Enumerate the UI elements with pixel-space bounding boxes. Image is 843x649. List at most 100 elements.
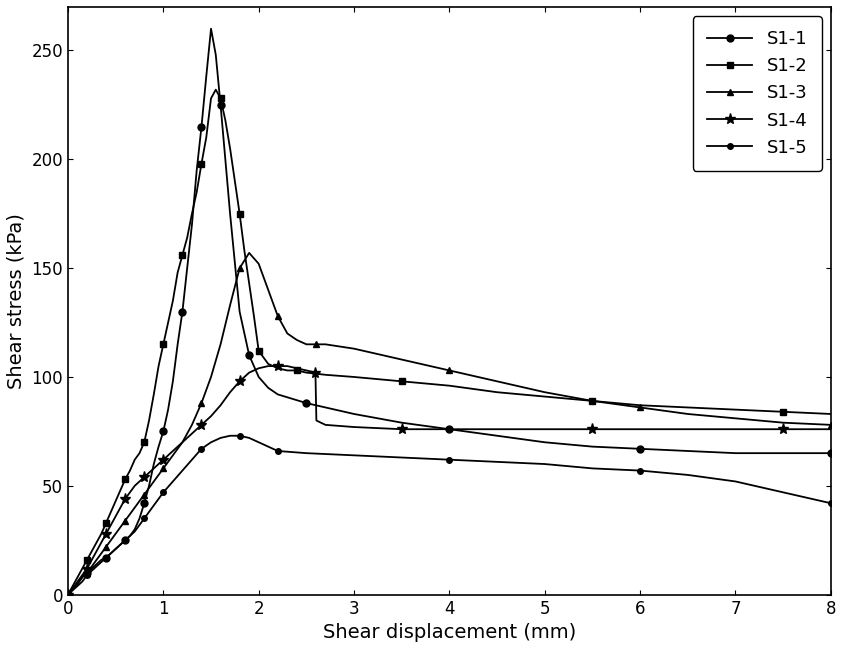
S1-4 xyxy=(134,478,144,485)
S1-3 xyxy=(130,504,140,511)
S1-3 xyxy=(134,497,144,505)
Line: S1-1: S1-1 xyxy=(65,25,835,598)
S1-5 xyxy=(730,478,740,485)
S1-4 xyxy=(349,423,359,431)
S1-3 xyxy=(272,312,282,320)
S1-5 xyxy=(225,432,235,439)
S1-5 xyxy=(92,563,102,570)
S1-4 xyxy=(92,547,102,555)
S1-3 xyxy=(206,373,216,381)
S1-2 xyxy=(125,467,135,474)
S1-4 xyxy=(244,369,255,376)
S1-1 xyxy=(130,526,140,533)
S1-5 xyxy=(96,558,106,566)
S1-4 xyxy=(225,388,235,396)
S1-3 xyxy=(139,491,149,498)
S1-1 xyxy=(330,406,340,413)
S1-5 xyxy=(177,467,187,474)
S1-5 xyxy=(153,495,164,503)
S1-4 xyxy=(187,430,197,437)
S1-3 xyxy=(82,569,92,577)
S1-4 xyxy=(125,489,135,496)
S1-3 xyxy=(63,591,73,598)
S1-4 xyxy=(144,469,154,476)
S1-5 xyxy=(101,554,111,561)
S1-5 xyxy=(130,528,140,535)
S1-4 xyxy=(397,425,407,433)
Legend: S1-1, S1-2, S1-3, S1-4, S1-5: S1-1, S1-2, S1-3, S1-4, S1-5 xyxy=(693,16,822,171)
S1-3 xyxy=(778,419,788,426)
S1-3 xyxy=(96,550,106,557)
S1-3 xyxy=(168,452,178,459)
S1-2 xyxy=(282,367,293,374)
S1-4 xyxy=(101,530,111,537)
S1-3 xyxy=(153,471,164,479)
S1-5 xyxy=(78,578,88,585)
S1-3 xyxy=(110,530,121,537)
S1-4 xyxy=(148,465,158,472)
S1-1 xyxy=(216,101,226,109)
S1-3 xyxy=(187,421,197,429)
S1-3 xyxy=(144,484,154,492)
S1-4 xyxy=(153,460,164,468)
S1-5 xyxy=(121,536,131,544)
S1-5 xyxy=(683,471,693,479)
S1-4 xyxy=(540,425,550,433)
S1-3 xyxy=(282,330,293,337)
S1-4 xyxy=(492,425,502,433)
S1-4 xyxy=(115,504,126,511)
S1-3 xyxy=(72,580,83,587)
S1-3 xyxy=(292,336,302,344)
S1-5 xyxy=(444,456,454,463)
S1-3 xyxy=(158,465,169,472)
S1-4 xyxy=(72,578,83,585)
S1-4 xyxy=(234,378,244,386)
S1-5 xyxy=(301,449,311,457)
S1-4 xyxy=(216,401,226,409)
S1-5 xyxy=(234,432,244,439)
S1-5 xyxy=(778,489,788,496)
S1-4 xyxy=(730,425,740,433)
Line: S1-4: S1-4 xyxy=(62,361,836,600)
S1-5 xyxy=(492,458,502,466)
S1-4 xyxy=(82,565,92,572)
S1-3 xyxy=(225,301,235,309)
S1-4 xyxy=(588,425,598,433)
S1-3 xyxy=(683,410,693,418)
S1-3 xyxy=(67,584,78,592)
S1-2 xyxy=(211,86,221,93)
S1-3 xyxy=(244,249,255,257)
S1-3 xyxy=(540,388,550,396)
X-axis label: Shear displacement (mm): Shear displacement (mm) xyxy=(323,623,576,642)
S1-4 xyxy=(301,367,311,374)
S1-3 xyxy=(106,536,116,544)
S1-4 xyxy=(67,584,78,592)
S1-4 xyxy=(263,362,273,370)
S1-5 xyxy=(87,567,97,574)
S1-5 xyxy=(349,452,359,459)
S1-4 xyxy=(63,591,73,598)
S1-3 xyxy=(588,397,598,405)
Line: S1-3: S1-3 xyxy=(65,249,835,598)
S1-5 xyxy=(134,521,144,529)
S1-3 xyxy=(444,367,454,374)
S1-5 xyxy=(125,532,135,540)
S1-4 xyxy=(78,571,88,579)
S1-1 xyxy=(826,449,836,457)
S1-4 xyxy=(826,425,836,433)
S1-1 xyxy=(588,443,598,450)
Line: S1-2: S1-2 xyxy=(65,86,835,598)
S1-5 xyxy=(139,515,149,522)
S1-5 xyxy=(588,465,598,472)
S1-3 xyxy=(311,341,321,349)
S1-4 xyxy=(139,473,149,481)
S1-4 xyxy=(311,417,321,424)
S1-5 xyxy=(158,489,169,496)
S1-4 xyxy=(196,421,207,429)
S1-3 xyxy=(730,415,740,422)
S1-5 xyxy=(168,478,178,485)
S1-3 xyxy=(101,543,111,550)
S1-4 xyxy=(282,362,293,370)
S1-3 xyxy=(397,356,407,363)
S1-3 xyxy=(115,523,126,531)
